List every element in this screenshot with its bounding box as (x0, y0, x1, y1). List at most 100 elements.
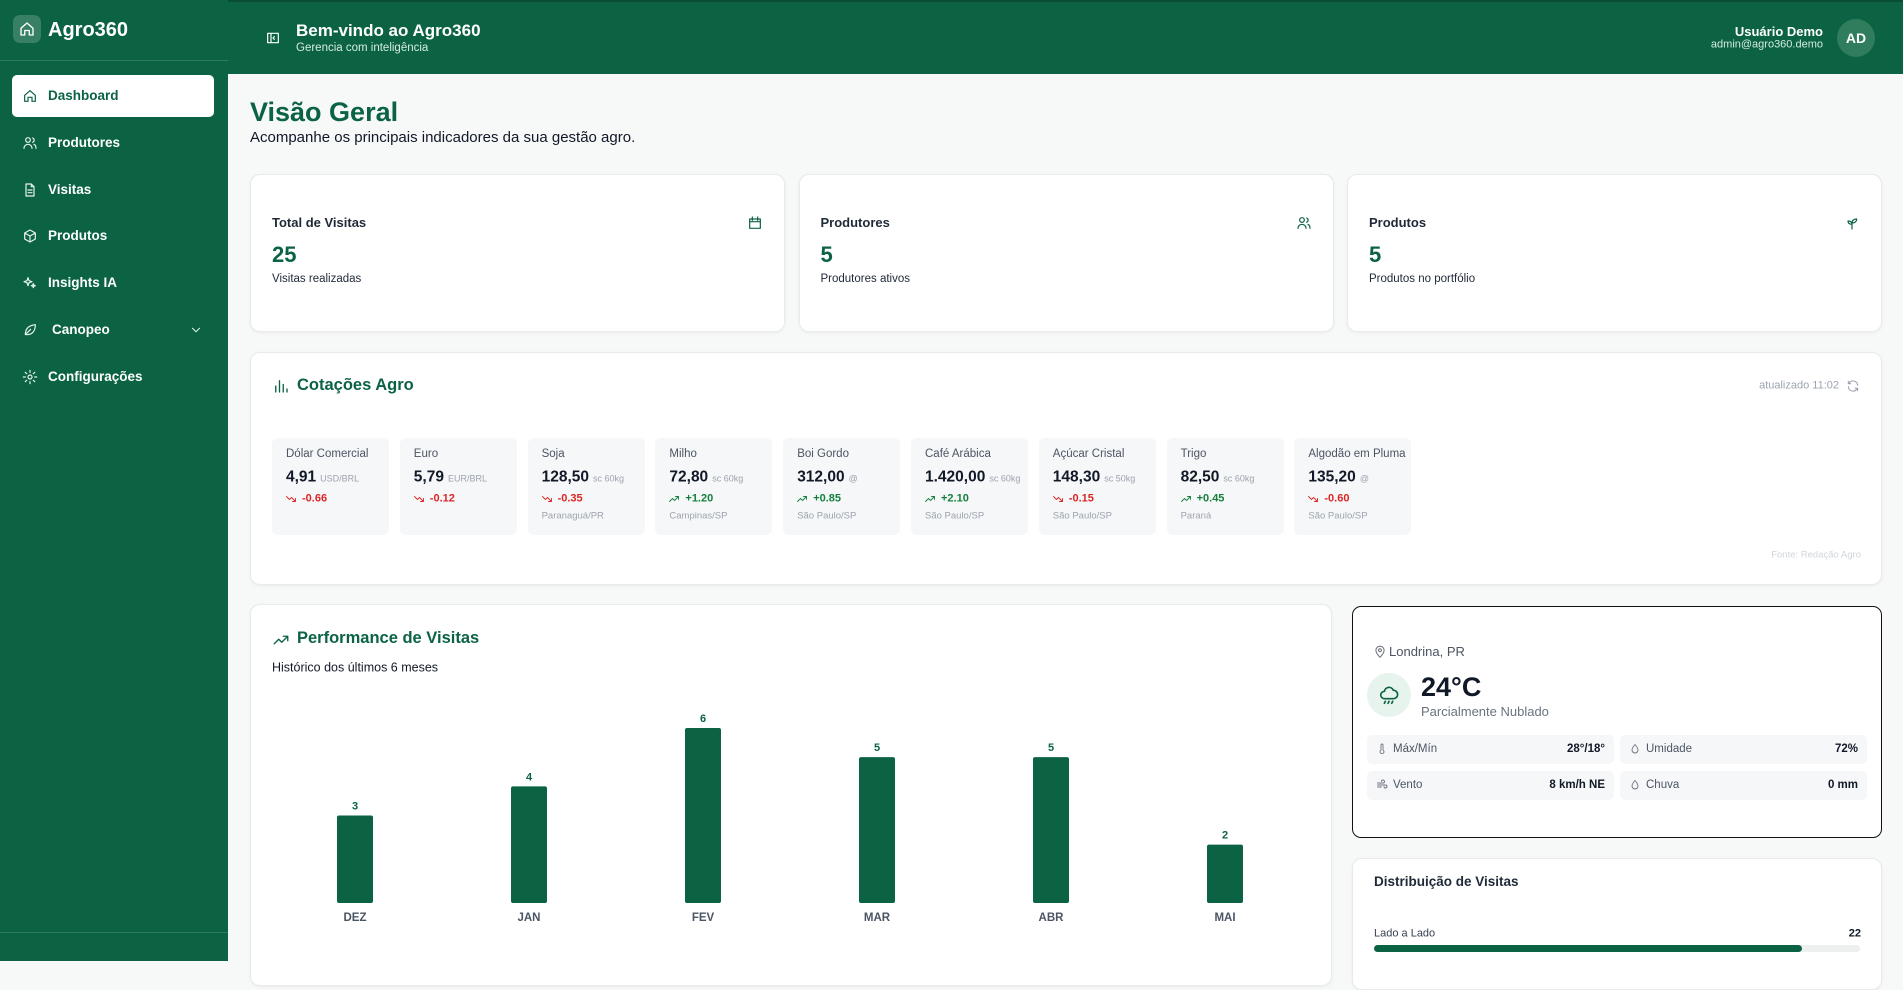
icon (24, 90, 36, 102)
weather-detail: Chuva 0 mm (1620, 771, 1867, 800)
menu-item[interactable]: Insights IA (12, 262, 214, 304)
quote-name: Euro (413, 448, 439, 461)
detail-value: 0 mm (1827, 779, 1858, 792)
quote-tile: Açúcar Cristal 148,30 sc 50kg -0.15 São Paul… (1038, 438, 1156, 535)
stat-value: 25 (272, 241, 297, 267)
weather-temp: 24°C (1421, 671, 1482, 702)
icon-shape (1296, 217, 1311, 229)
quote-unit: @ (1359, 473, 1369, 484)
menu-item[interactable]: Produtos (12, 215, 214, 257)
icon (1296, 217, 1311, 229)
logo-badge (13, 15, 41, 43)
icon-shape (1180, 496, 1191, 502)
quote-price-row: 128,50 sc 60kg (542, 469, 624, 488)
icon (1631, 780, 1639, 790)
detail-value: 28°/18° (1567, 743, 1605, 756)
quote-tile: Soja 128,50 sc 60kg -0.35 Paranaguá/PR (527, 438, 645, 535)
icon (1631, 744, 1639, 754)
value-label: 4 (526, 771, 533, 783)
icon-shape (23, 277, 36, 289)
x-tick-label: MAI (1214, 912, 1235, 924)
quote-tile: Café Arábica 1.420,00 sc 60kg +2.10 São Paul… (911, 438, 1028, 535)
quote-location: Paraná (1180, 510, 1212, 522)
bar (511, 786, 547, 903)
icon-shape (1631, 780, 1639, 790)
icon (24, 324, 36, 336)
menu-label: Visitas (48, 181, 92, 197)
quote-name: Trigo (1180, 448, 1207, 461)
icon-shape (267, 32, 279, 44)
icon (1379, 743, 1385, 755)
chart-card: Performance de Visitas Histórico dos últi… (250, 604, 1332, 986)
trend-icon (541, 496, 552, 502)
icon-shape (1377, 779, 1388, 789)
value-label: 2 (1222, 830, 1228, 842)
icon-shape (273, 635, 289, 645)
icon (749, 216, 761, 229)
icon-shape (1052, 496, 1063, 502)
stat-label: Produtos (1369, 215, 1427, 231)
quote-tile: Milho 72,80 sc 60kg +1.20 Campinas/SP (655, 438, 773, 535)
icon-shape (1375, 645, 1385, 658)
icon (1847, 218, 1858, 230)
page-subtitle: Acompanhe os principais indicadores da s… (250, 129, 636, 146)
icon-shape (22, 369, 38, 385)
header-subtitle: Gerencia com inteligência (296, 42, 429, 55)
menu-label: Insights IA (48, 275, 118, 291)
quote-name: Dólar Comercial (286, 448, 369, 461)
bar (337, 815, 373, 903)
icon-shape (191, 327, 201, 333)
quote-tile: Algodão em Pluma 135,20 @ -0.60 São Paulo/SP (1294, 438, 1412, 535)
quote-location: Paranaguá/PR (541, 510, 604, 522)
quote-change: -0.15 (1068, 492, 1094, 505)
icon-shape (1847, 218, 1858, 230)
quote-price-row: 135,20 @ (1308, 469, 1369, 488)
refresh[interactable] (1846, 379, 1860, 393)
icon-shape (286, 496, 296, 502)
stat-card: Total de Visitas 25 Visitas realizadas (250, 174, 785, 332)
toggle-sidebar[interactable] (265, 30, 281, 46)
trend-icon (413, 496, 424, 502)
page-title: Visão Geral (250, 96, 399, 127)
icon (23, 136, 37, 149)
detail-value: 8 km/h NE (1549, 779, 1605, 792)
menu-label: Dashboard (48, 87, 119, 103)
icon (24, 229, 36, 243)
menu-item[interactable]: Configurações (12, 356, 214, 398)
distribution-card: Distribuição de Visitas Lado a Lado 22 (1352, 858, 1882, 990)
avatar[interactable]: AD (1837, 19, 1875, 57)
quote-name: Milho (669, 448, 697, 461)
trend-icon (925, 496, 935, 502)
quote-unit: sc 60kg (593, 473, 625, 484)
icon-shape (24, 229, 36, 243)
chart-subtitle: Histórico dos últimos 6 meses (272, 660, 439, 675)
quote-name: Açúcar Cristal (1052, 448, 1125, 461)
quote-price: 312,00 (797, 468, 845, 486)
trend-icon (1180, 496, 1191, 502)
x-tick-label: DEZ (344, 912, 367, 924)
quote-change: +2.10 (941, 492, 969, 505)
stat-card: Produtos 5 Produtos no portfólio (1347, 174, 1882, 332)
menu-label: Canopeo (52, 321, 110, 337)
menu-item[interactable]: Produtores (12, 122, 214, 164)
quote-change: -0.12 (429, 492, 455, 505)
detail-value: 72% (1834, 743, 1858, 756)
menu-item[interactable]: Dashboard (12, 75, 214, 117)
icon (1375, 645, 1385, 658)
stat-caption: Visitas realizadas (272, 273, 362, 286)
detail-label: Chuva (1646, 779, 1680, 792)
icon-shape (749, 216, 761, 229)
quote-unit: USD/BRL (320, 473, 360, 484)
weather-detail: Umidade 72% (1620, 735, 1867, 764)
chevron (191, 327, 201, 333)
menu-item[interactable]: Visitas (12, 169, 214, 211)
stat-card: Produtores 5 Produtores ativos (798, 174, 1334, 332)
quote-unit: sc 50kg (1104, 473, 1136, 484)
menu-item[interactable]: Canopeo (12, 309, 214, 351)
x-tick-label: FEV (692, 912, 715, 924)
quote-price-row: 5,79 EUR/BRL (414, 469, 487, 488)
trend-icon (286, 496, 296, 502)
quote-location: Campinas/SP (669, 510, 728, 522)
quotes-updated: atualizado 11:02 (1759, 379, 1839, 392)
